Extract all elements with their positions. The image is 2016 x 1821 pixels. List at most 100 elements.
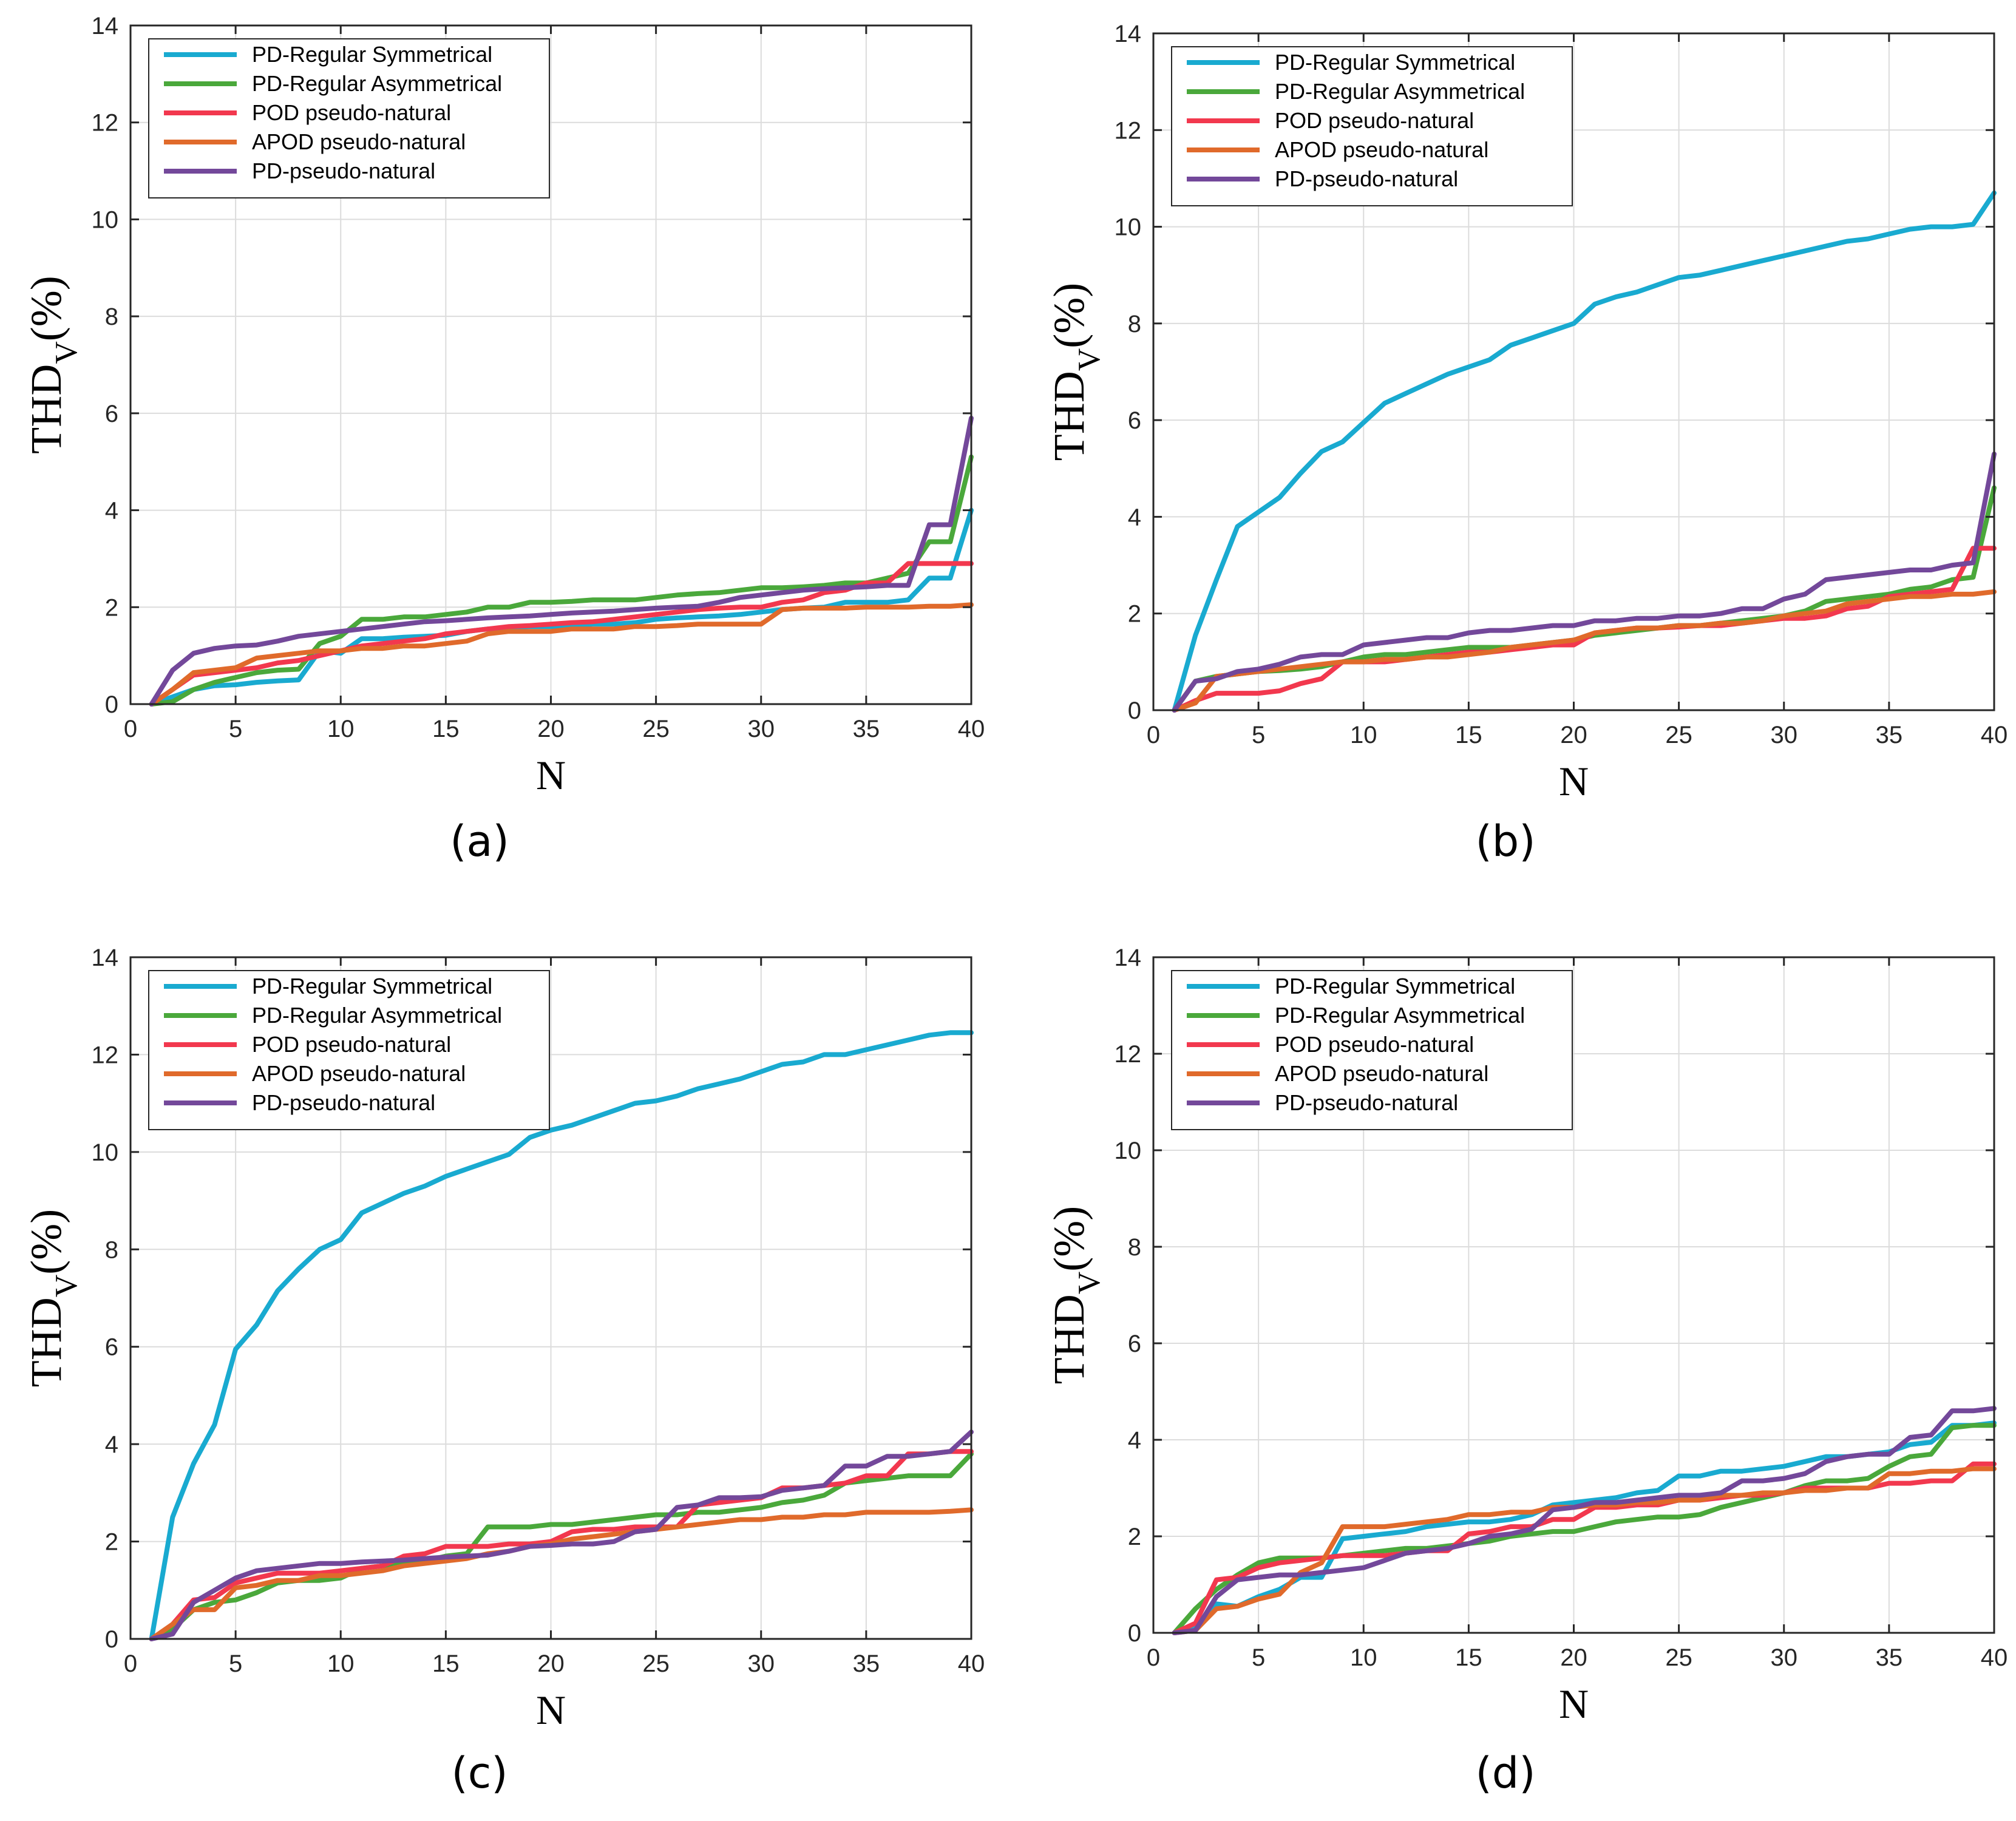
series-line-pd-pseudo-natural — [149, 415, 974, 707]
legend-label-pd-regular-symmetrical: PD-Regular Symmetrical — [252, 42, 492, 67]
x-tick-label: 25 — [1665, 1644, 1692, 1671]
x-tick-label: 25 — [642, 716, 670, 742]
legend-label-pd-pseudo-natural: PD-pseudo-natural — [1275, 1090, 1458, 1115]
y-tick-label: 12 — [1115, 1041, 1142, 1068]
legend-label-pod-pseudo-natural: POD pseudo-natural — [252, 1032, 451, 1057]
series-line-pd-regular-symmetrical — [1172, 190, 1997, 713]
legend-label-pd-pseudo-natural: PD-pseudo-natural — [1275, 166, 1458, 191]
y-label-unit: (%) — [1045, 1206, 1093, 1272]
x-axis-label: N — [536, 1687, 566, 1733]
legend-label-pd-regular-symmetrical: PD-Regular Symmetrical — [1275, 50, 1515, 75]
caption-d: (d) — [1475, 1748, 1536, 1798]
x-tick-label: 5 — [229, 1650, 242, 1677]
y-tick-label: 12 — [92, 1042, 119, 1068]
series-line-pd-pseudo-natural — [1172, 451, 1997, 713]
y-tick-label: 14 — [92, 944, 119, 971]
series-line-pd-regular-symmetrical — [149, 1030, 974, 1641]
y-label-sub: V — [49, 1275, 84, 1298]
x-tick-label: 30 — [748, 1650, 775, 1677]
x-tick-label: 25 — [642, 1650, 670, 1677]
y-tick-label: 8 — [105, 304, 118, 330]
x-tick-label: 35 — [853, 1650, 880, 1677]
y-axis-label: THDV(%) — [1045, 1206, 1107, 1384]
y-label-sub: V — [1072, 1272, 1107, 1295]
y-tick-label: 2 — [1128, 1524, 1141, 1550]
y-tick-label: 8 — [1128, 311, 1141, 337]
legend-label-apod-pseudo-natural: APOD pseudo-natural — [252, 1061, 466, 1086]
x-tick-label: 15 — [1455, 722, 1482, 748]
series-line-apod-pseudo-natural — [1172, 589, 1997, 713]
x-tick-label: 20 — [537, 1650, 565, 1677]
x-tick-label: 40 — [1981, 1644, 2008, 1671]
y-tick-label: 0 — [1128, 1620, 1141, 1647]
x-tick-label: 10 — [327, 716, 355, 742]
y-tick-label: 0 — [1128, 697, 1141, 724]
legend-label-apod-pseudo-natural: APOD pseudo-natural — [1275, 1061, 1488, 1086]
y-label-unit: (%) — [22, 1209, 70, 1275]
x-tick-label: 20 — [1560, 722, 1587, 748]
y-tick-label: 6 — [1128, 407, 1141, 434]
legend-label-pd-pseudo-natural: PD-pseudo-natural — [252, 1090, 435, 1115]
y-label-main: THD — [1045, 371, 1093, 461]
y-tick-label: 8 — [1128, 1234, 1141, 1261]
y-tick-label: 4 — [105, 498, 118, 524]
x-tick-label: 30 — [1771, 722, 1798, 748]
y-label-main: THD — [1045, 1294, 1093, 1384]
y-tick-label: 6 — [1128, 1331, 1141, 1357]
legend-label-pd-regular-symmetrical: PD-Regular Symmetrical — [1275, 974, 1515, 999]
x-tick-label: 30 — [1771, 1644, 1798, 1671]
y-tick-label: 10 — [1115, 1138, 1142, 1164]
x-tick-label: 10 — [1350, 1644, 1377, 1671]
x-tick-label: 5 — [1252, 722, 1265, 748]
y-tick-label: 10 — [1115, 214, 1142, 241]
caption-b: (b) — [1475, 816, 1536, 866]
x-tick-label: 20 — [537, 716, 565, 742]
y-tick-label: 6 — [105, 1334, 118, 1361]
y-tick-label: 4 — [1128, 1427, 1141, 1454]
x-tick-label: 30 — [748, 716, 775, 742]
y-tick-label: 6 — [105, 401, 118, 427]
caption-c: (c) — [451, 1748, 508, 1798]
legend-label-pod-pseudo-natural: POD pseudo-natural — [1275, 108, 1474, 133]
series-line-pod-pseudo-natural — [149, 561, 974, 707]
y-axis-label: THDV(%) — [1045, 283, 1107, 461]
x-tick-label: 10 — [1350, 722, 1377, 748]
y-tick-label: 4 — [1128, 504, 1141, 531]
y-tick-label: 10 — [92, 206, 119, 233]
legend-label-pd-pseudo-natural: PD-pseudo-natural — [252, 158, 435, 183]
legend-label-apod-pseudo-natural: APOD pseudo-natural — [252, 129, 466, 154]
series-line-pd-regular-symmetrical — [149, 507, 974, 707]
x-tick-label: 40 — [958, 716, 985, 742]
x-tick-label: 25 — [1665, 722, 1692, 748]
x-tick-label: 20 — [1560, 1644, 1587, 1671]
x-tick-label: 40 — [958, 1650, 985, 1677]
x-tick-label: 35 — [1876, 1644, 1903, 1671]
x-tick-label: 15 — [432, 1650, 460, 1677]
legend-label-pd-regular-asymmetrical: PD-Regular Asymmetrical — [252, 71, 502, 96]
y-tick-label: 0 — [105, 1626, 118, 1653]
x-tick-label: 0 — [124, 1650, 137, 1677]
legend-label-pd-regular-symmetrical: PD-Regular Symmetrical — [252, 974, 492, 999]
x-tick-label: 35 — [853, 716, 880, 742]
series-line-apod-pseudo-natural — [149, 602, 974, 707]
y-tick-label: 2 — [1128, 601, 1141, 628]
x-tick-label: 0 — [1147, 722, 1160, 748]
y-tick-label: 4 — [105, 1431, 118, 1458]
series-line-pd-pseudo-natural — [149, 1429, 974, 1641]
y-axis-label: THDV(%) — [22, 276, 84, 453]
y-axis-label-text: THDV(%) — [22, 276, 84, 453]
y-tick-label: 12 — [1115, 117, 1142, 144]
x-axis-label: N — [536, 752, 566, 798]
series-line-apod-pseudo-natural — [149, 1507, 974, 1641]
legend-label-apod-pseudo-natural: APOD pseudo-natural — [1275, 137, 1488, 162]
y-label-main: THD — [22, 1297, 70, 1387]
y-tick-label: 14 — [1115, 21, 1142, 47]
y-tick-label: 12 — [92, 110, 119, 137]
legend-label-pd-regular-asymmetrical: PD-Regular Asymmetrical — [1275, 1003, 1525, 1028]
caption-a: (a) — [450, 816, 509, 866]
x-tick-label: 10 — [327, 1650, 355, 1677]
y-label-sub: V — [49, 341, 84, 364]
